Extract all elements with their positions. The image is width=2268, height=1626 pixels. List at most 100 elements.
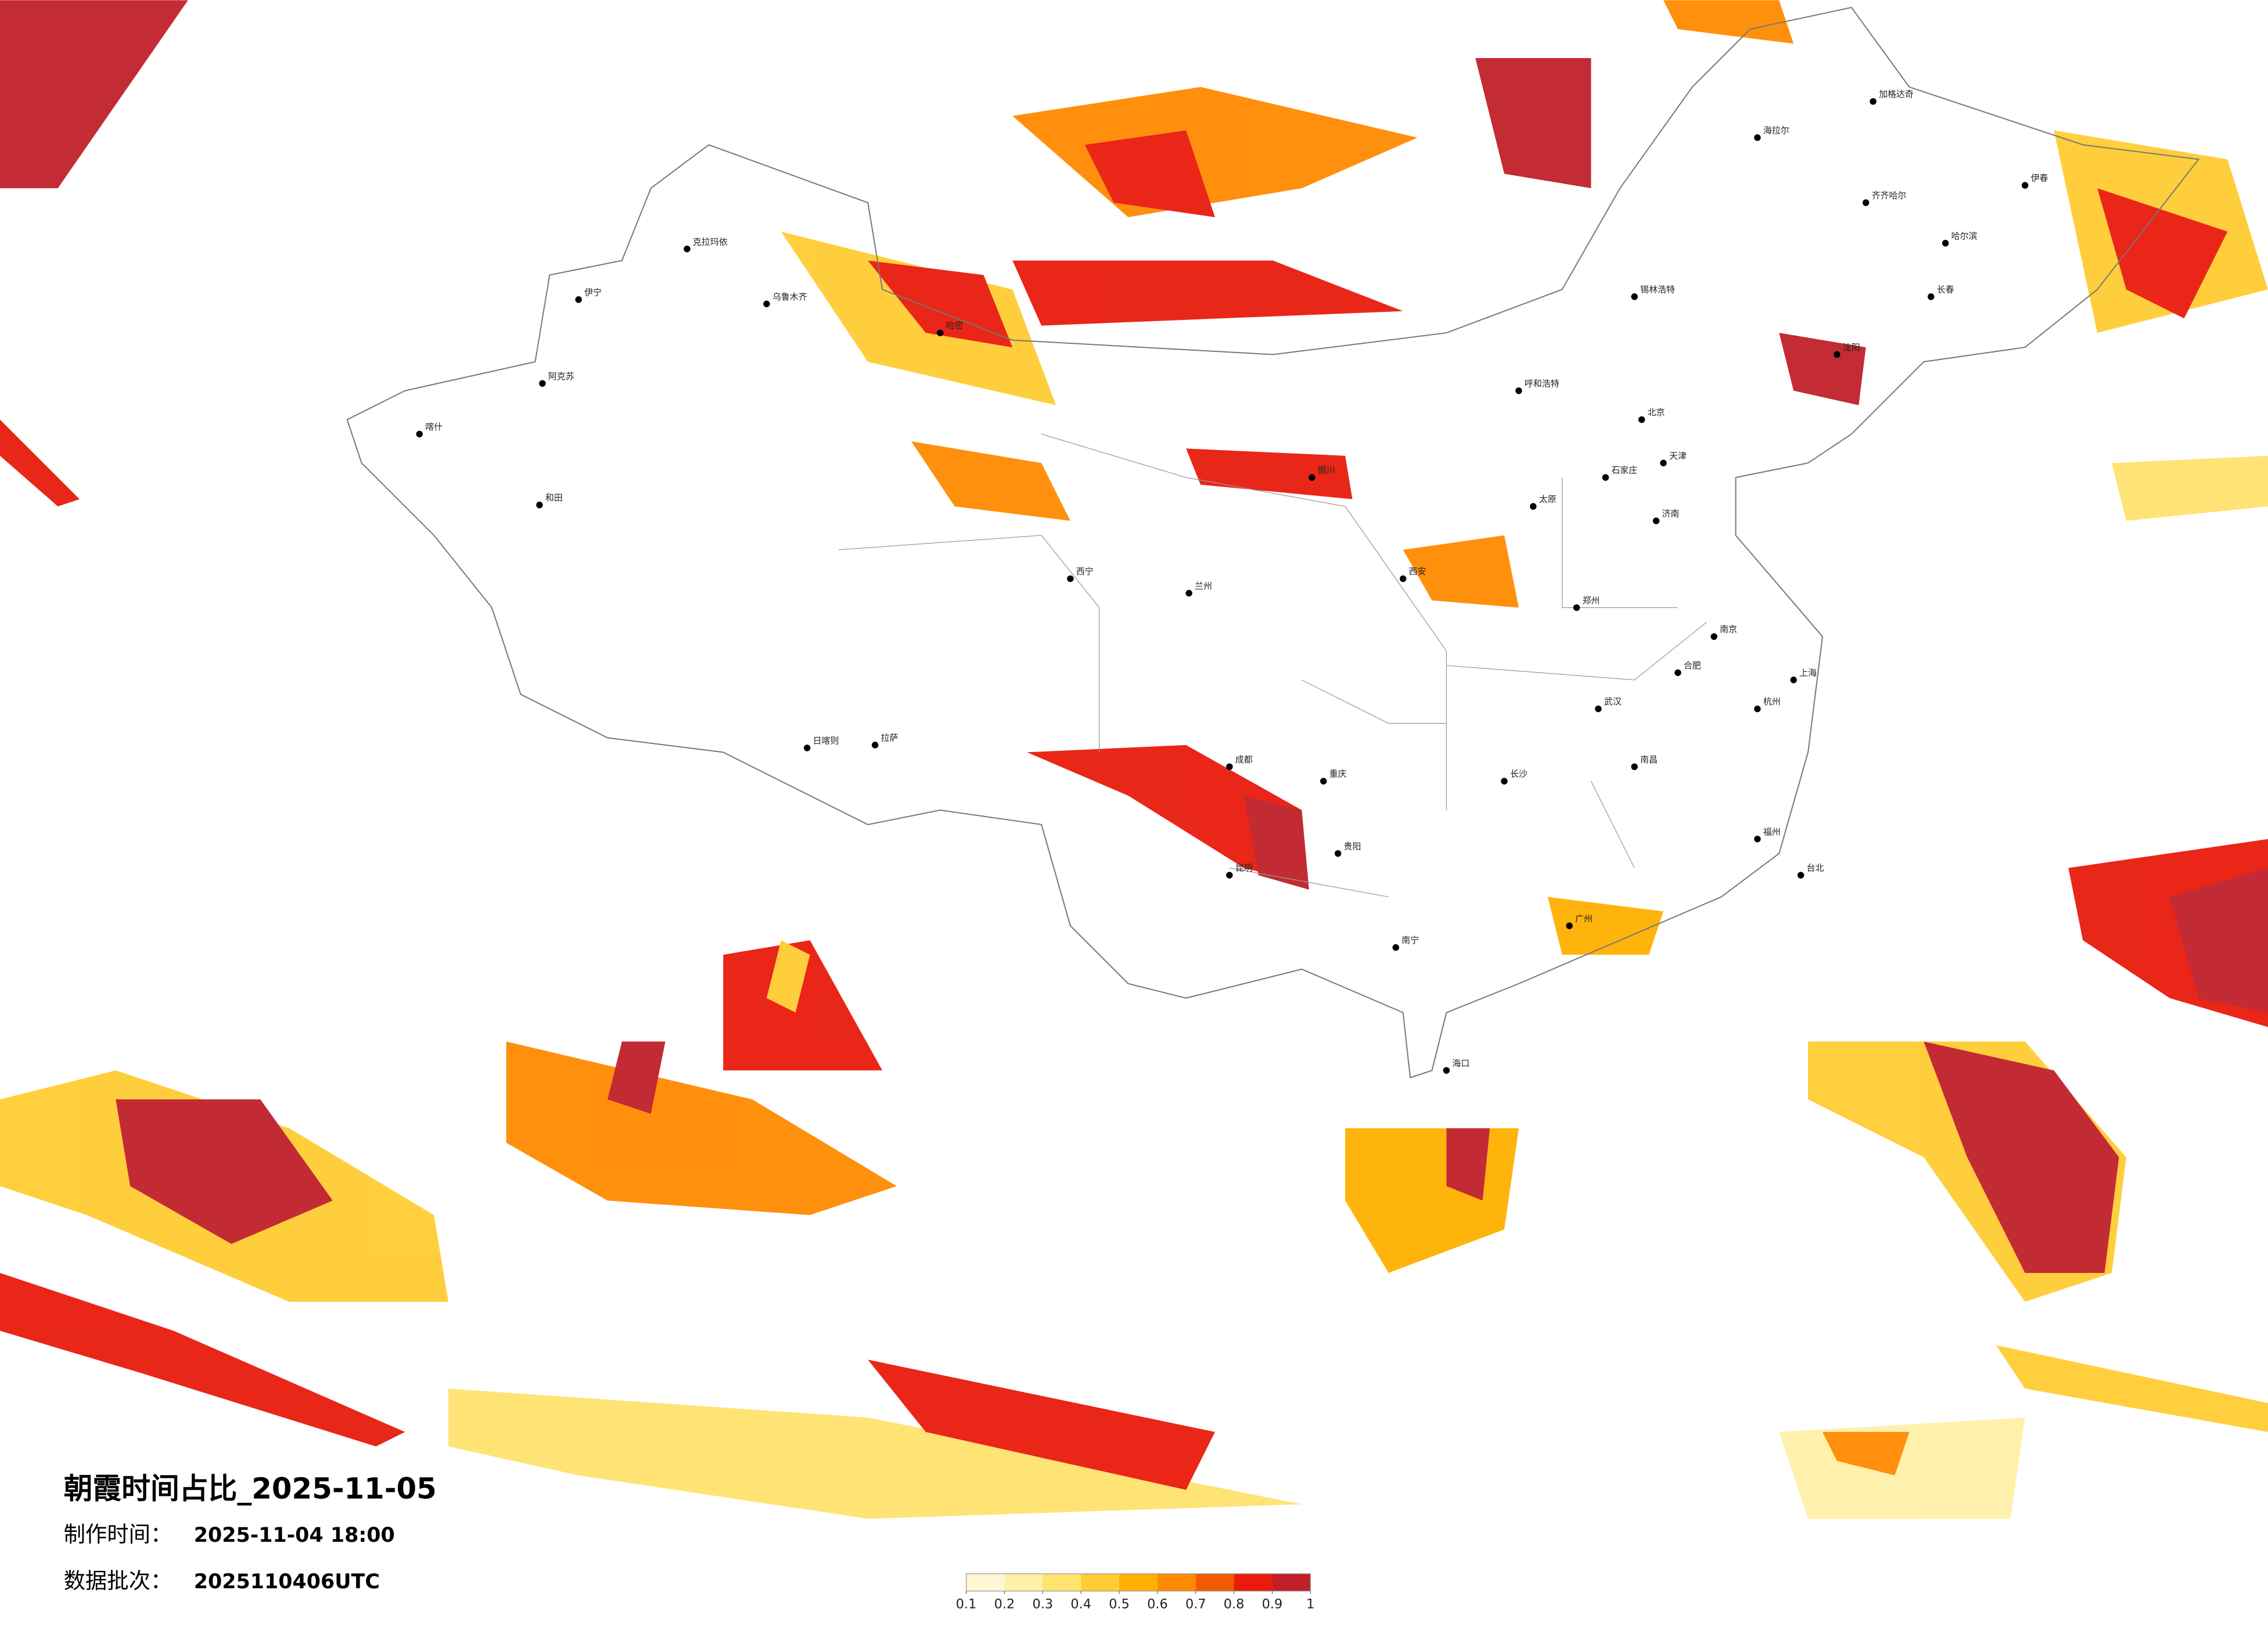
city-label: 长沙 (1510, 769, 1527, 779)
city-dot (803, 744, 811, 751)
city-label: 兰州 (1195, 581, 1212, 591)
city-label: 重庆 (1329, 769, 1347, 779)
legend-tick-label: 0.5 (1109, 1597, 1130, 1612)
city-dot (1790, 677, 1797, 684)
city-label: 齐齐哈尔 (1872, 190, 1907, 201)
made-time-label: 制作时间： (64, 1521, 172, 1547)
legend-tick-label: 0.9 (1262, 1597, 1283, 1612)
legend-tick-label: 0.2 (994, 1597, 1015, 1612)
city-dot (1501, 778, 1508, 785)
legend-tick-label: 0.8 (1224, 1597, 1245, 1612)
legend-swatch (1272, 1573, 1311, 1591)
city-label: 上海 (1799, 667, 1817, 678)
city-label: 贵阳 (1344, 841, 1361, 851)
batch-label: 数据批次： (64, 1568, 172, 1593)
province-lines (839, 433, 1708, 898)
city-label: 哈尔滨 (1951, 231, 1978, 241)
title: 朝霞时间占比_2025-11-05 (64, 1472, 437, 1505)
city-label: 拉萨 (881, 732, 898, 743)
city-label: 杭州 (1763, 696, 1781, 707)
city-dot (1638, 416, 1645, 423)
city-dot (1399, 575, 1407, 582)
legend-tick-label: 0.4 (1070, 1597, 1091, 1612)
city-label: 哈密 (946, 321, 964, 331)
city-dot (1595, 705, 1602, 713)
city-label: 加格达奇 (1879, 89, 1914, 99)
city-dot (1942, 240, 1949, 247)
city-label: 昆明 (1235, 863, 1253, 873)
legend-swatch (1004, 1573, 1043, 1591)
city-dot (1320, 778, 1327, 785)
city-label: 福州 (1763, 826, 1781, 837)
city-label: 喀什 (425, 422, 443, 432)
city-dot (1710, 633, 1717, 640)
legend-swatch (966, 1573, 1005, 1591)
city-dot (1754, 836, 1761, 843)
legend-swatch (1043, 1573, 1081, 1591)
city-label: 台北 (1807, 863, 1824, 873)
legend-tick-label: 1 (1306, 1597, 1314, 1612)
city-label: 海拉尔 (1763, 125, 1789, 135)
city-dot (1631, 293, 1638, 300)
made-time: 2025-11-04 18:00 (194, 1524, 395, 1547)
country-outline (346, 6, 2200, 1079)
city-dot (1631, 763, 1638, 771)
city-dot (1226, 872, 1233, 879)
city-label: 阿克苏 (548, 371, 574, 382)
city-label: 沈阳 (1843, 342, 1860, 352)
city-dot (1566, 922, 1573, 929)
city-dot (1226, 763, 1233, 771)
city-dot (1660, 459, 1667, 467)
legend: 0.1 0.2 0.3 0.4 0.5 0.6 0.7 0.8 0.9 1 (956, 1573, 1314, 1612)
city-dot (1530, 503, 1537, 510)
city-label: 郑州 (1583, 595, 1600, 606)
legend-tick-label: 0.1 (956, 1597, 977, 1612)
city-dot (1652, 517, 1660, 524)
city-label: 济南 (1662, 508, 1680, 519)
city-dot (684, 246, 691, 253)
city-dot (1754, 134, 1761, 141)
city-dot (763, 300, 770, 308)
city-label: 西安 (1409, 566, 1426, 577)
city-label: 南昌 (1640, 754, 1658, 765)
legend-tick-label: 0.7 (1185, 1597, 1206, 1612)
city-label: 南京 (1720, 624, 1737, 635)
city-label: 西宁 (1076, 566, 1094, 577)
city-dot (1754, 705, 1761, 713)
city-dot (1602, 474, 1609, 481)
city-label: 广州 (1575, 913, 1593, 924)
city-dot (1515, 387, 1522, 394)
city-label: 合肥 (1684, 660, 1701, 671)
city-label: 天津 (1669, 451, 1687, 461)
batch: 2025110406UTC (194, 1570, 380, 1593)
city-label: 伊宁 (584, 287, 602, 297)
city-label: 克拉玛依 (693, 236, 728, 247)
city-label: 长春 (1937, 284, 1954, 294)
legend-swatch (1195, 1573, 1234, 1591)
city-dot (1443, 1067, 1450, 1074)
legend-swatch (1157, 1573, 1196, 1591)
city-label: 成都 (1235, 754, 1253, 765)
city-dot (1870, 98, 1877, 105)
legend-tick-label: 0.6 (1147, 1597, 1168, 1612)
city-label: 锡林浩特 (1640, 284, 1675, 294)
city-dot (1334, 850, 1342, 857)
city-label: 北京 (1648, 407, 1665, 418)
city-dot (1573, 604, 1580, 611)
city-label: 太原 (1539, 494, 1557, 505)
city-label: 银川 (1318, 465, 1335, 476)
city-dot (1862, 199, 1870, 206)
legend-tick-label: 0.3 (1033, 1597, 1054, 1612)
city-label: 日喀则 (813, 735, 839, 746)
city-dot (937, 329, 944, 336)
city-dot (1309, 474, 1315, 481)
field (0, 0, 2268, 1519)
city-label: 南宁 (1401, 935, 1419, 945)
city-dot (536, 501, 543, 509)
city-dot (539, 380, 546, 387)
city-dot (1834, 351, 1841, 358)
legend-swatch (1234, 1573, 1273, 1591)
